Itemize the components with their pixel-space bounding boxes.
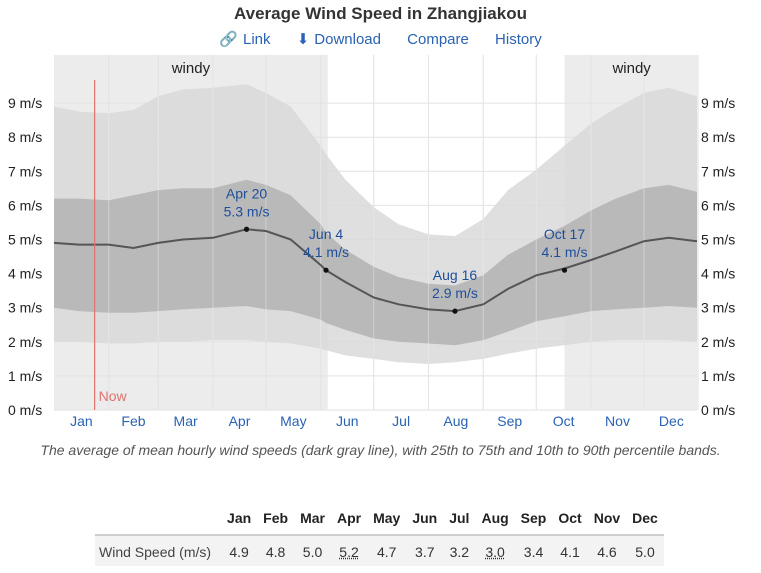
month-label: Jan — [70, 413, 93, 429]
month-label: Oct — [553, 413, 575, 429]
table-row: Wind Speed (m/s) 4.9 4.8 5.0 5.2 4.7 3.7 3.2 3.… — [95, 534, 664, 566]
table-cell-value: 5.0 — [294, 534, 331, 566]
y-tick-label-right: 7 m/s — [701, 163, 735, 179]
y-tick-label-right: 0 m/s — [701, 402, 735, 418]
annotation-date: Jun 4 — [309, 226, 343, 242]
y-tick-label-right: 3 m/s — [701, 300, 735, 316]
annotation-point — [452, 308, 458, 314]
download-button[interactable]: ⬇ Download — [297, 31, 385, 48]
download-icon: ⬇ — [296, 31, 310, 48]
table-header-month: Aug — [481, 510, 509, 526]
y-tick-label-left: 3 m/s — [8, 300, 42, 316]
y-tick-label-right: 5 m/s — [701, 232, 735, 248]
monthly-summary-table: Jan Feb Mar Apr May Jun Jul Aug Sep Oct Nov Dec Win… — [95, 508, 664, 566]
month-label: Mar — [174, 413, 198, 429]
annotation-point — [323, 267, 329, 273]
annotation-value: 4.1 m/s — [542, 244, 588, 260]
y-tick-label-left: 2 m/s — [8, 334, 42, 350]
y-tick-label-right: 8 m/s — [701, 129, 735, 145]
table-cell-value: 4.7 — [367, 534, 407, 566]
history-link[interactable]: History — [495, 31, 542, 48]
annotation-date: Apr 20 — [226, 185, 267, 201]
month-label: Jun — [336, 413, 359, 429]
link-icon: 🔗 — [219, 31, 238, 48]
y-tick-label-right: 1 m/s — [701, 368, 735, 384]
table-cell-value: 4.9 — [221, 534, 258, 566]
y-tick-label-left: 9 m/s — [8, 95, 42, 111]
month-label: Sep — [497, 413, 522, 429]
windy-season-label: windy — [611, 60, 651, 77]
percentile-band-25-75 — [54, 179, 697, 346]
month-label: Nov — [605, 413, 630, 429]
y-tick-label-right: 4 m/s — [701, 266, 735, 282]
month-label: Aug — [443, 413, 468, 429]
wind-speed-chart: Now windy windy Apr 20 5.3 m/s Jun 4 4.1 m/s Au… — [8, 55, 735, 429]
annotation-value: 4.1 m/s — [303, 244, 349, 260]
link-button[interactable]: 🔗 Link — [219, 31, 274, 48]
chart-caption: The average of mean hourly wind speeds (… — [40, 442, 721, 458]
month-label: Jul — [392, 413, 410, 429]
now-label: Now — [99, 388, 128, 404]
annotation-value: 5.3 m/s — [224, 203, 270, 219]
table-header-month: Oct — [558, 510, 582, 526]
table-header-month: Sep — [520, 510, 547, 526]
windy-season-label: windy — [171, 60, 211, 77]
table-header-month: Dec — [632, 510, 658, 526]
chart-title: Average Wind Speed in Zhangjiakou — [234, 4, 527, 23]
table-cell-value: 3.2 — [443, 534, 476, 566]
y-tick-label-left: 8 m/s — [8, 129, 42, 145]
month-label: Feb — [121, 413, 145, 429]
download-label: Download — [314, 31, 381, 48]
table-header-month: Jul — [449, 510, 470, 526]
table-header-month: May — [373, 510, 401, 526]
table-header-month: Mar — [300, 510, 325, 526]
table-cell-value: 4.1 — [552, 534, 588, 566]
y-tick-label-right: 9 m/s — [701, 95, 735, 111]
chart-links: 🔗 Link ⬇ Download Compare History — [0, 30, 761, 48]
y-tick-label-left: 7 m/s — [8, 163, 42, 179]
y-tick-label-left: 1 m/s — [8, 368, 42, 384]
table-header-month: Jun — [412, 510, 438, 526]
y-tick-label-right: 2 m/s — [701, 334, 735, 350]
table-header-month: Jan — [227, 510, 252, 526]
table-row-label: Wind Speed (m/s) — [95, 534, 222, 566]
month-label: May — [280, 413, 306, 429]
table-cell-value: 3.4 — [514, 534, 553, 566]
table-header-month: Apr — [336, 510, 362, 526]
month-label: Apr — [229, 413, 251, 429]
table-cell-value: 4.8 — [257, 534, 295, 566]
y-tick-label-left: 0 m/s — [8, 402, 42, 418]
table-cell-value: 4.6 — [587, 534, 627, 566]
month-label: Dec — [659, 413, 684, 429]
table-header-month: Nov — [593, 510, 621, 526]
annotation-date: Oct 17 — [544, 226, 585, 242]
y-tick-label-left: 5 m/s — [8, 232, 42, 248]
table-cell-value: 3.0 — [475, 534, 515, 566]
table-header-row: Jan Feb Mar Apr May Jun Jul Aug Sep Oct Nov Dec — [95, 508, 664, 535]
table-cell-value: 5.0 — [626, 534, 664, 566]
table-cell-value: 3.7 — [406, 534, 444, 566]
mean-wind-line — [53, 228, 698, 313]
y-tick-label-left: 6 m/s — [8, 197, 42, 213]
table-header-blank — [95, 508, 221, 535]
annotation-date: Aug 16 — [433, 267, 478, 283]
link-label: Link — [242, 31, 271, 48]
annotation-point — [561, 267, 568, 273]
annotation-point — [243, 226, 250, 232]
y-tick-label-right: 6 m/s — [701, 197, 735, 213]
table-cell-value: 5.2 — [330, 534, 368, 566]
compare-link[interactable]: Compare — [407, 31, 469, 48]
table-header-month: Feb — [263, 510, 289, 526]
y-tick-label-left: 4 m/s — [8, 266, 42, 282]
annotation-value: 2.9 m/s — [432, 285, 478, 301]
